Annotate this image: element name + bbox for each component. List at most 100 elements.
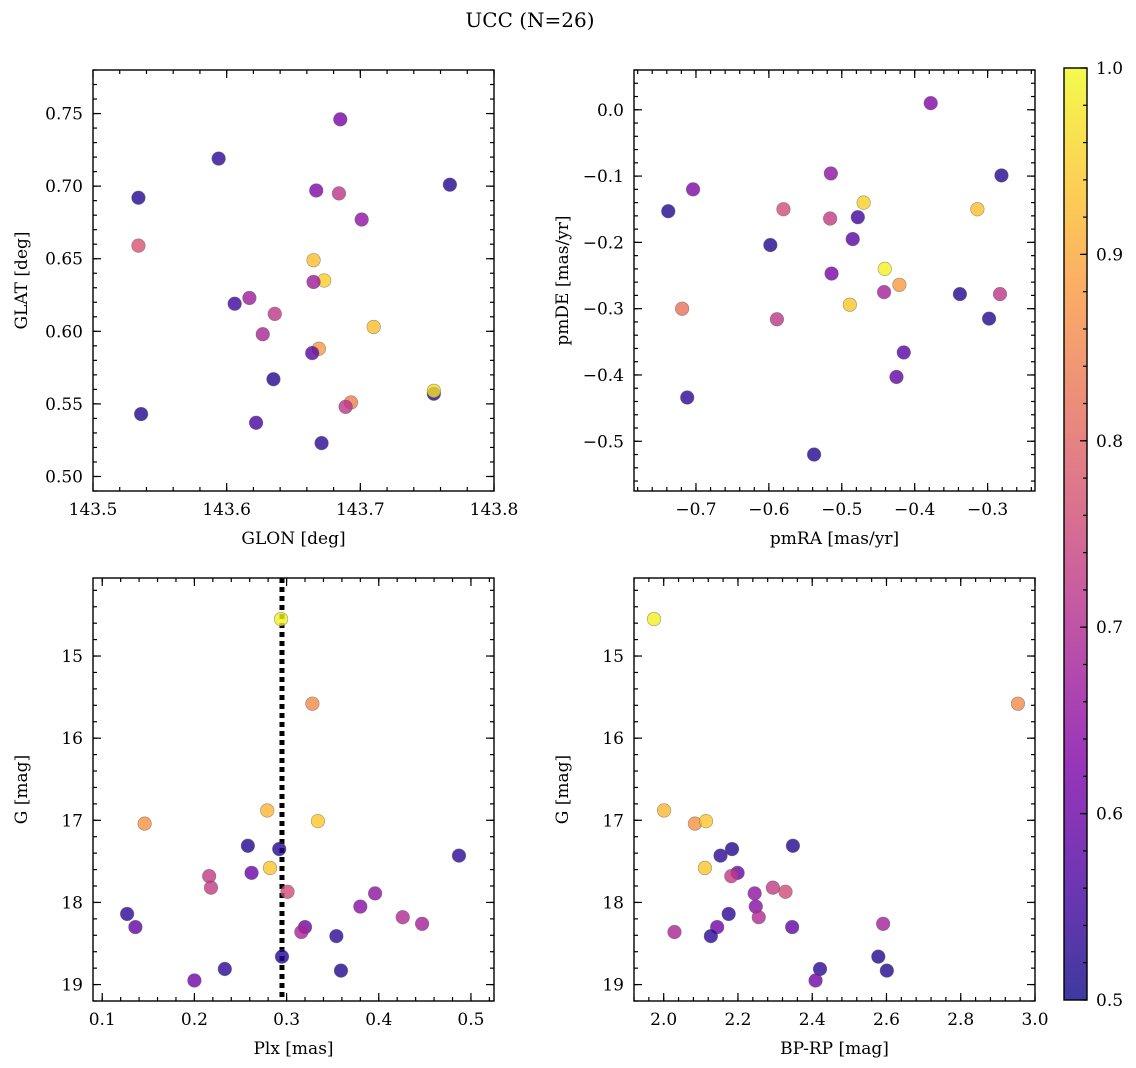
x-tick-label: 0.2: [181, 1010, 208, 1030]
data-point: [354, 212, 369, 227]
data-point: [262, 860, 278, 876]
y-tick-label: 15: [602, 647, 624, 667]
data-point: [751, 910, 766, 925]
y-tick-label: 0.50: [45, 467, 83, 487]
data-point: [776, 202, 791, 217]
colorbar-tick-label: 0.7: [1096, 618, 1123, 638]
data-point: [680, 390, 695, 405]
data-point: [806, 447, 822, 462]
data-point: [242, 290, 257, 306]
x-tick-label: −0.5: [821, 500, 862, 520]
data-point: [724, 869, 739, 884]
y-tick-label: 18: [602, 893, 624, 913]
data-point: [280, 884, 295, 899]
data-point: [697, 860, 713, 876]
data-point: [187, 973, 202, 988]
y-tick-label: −0.2: [583, 233, 624, 253]
data-point: [451, 848, 467, 863]
data-point: [661, 204, 676, 219]
x-tick-label: 0.1: [89, 1010, 116, 1030]
data-point: [131, 238, 146, 253]
plot-frame: [633, 577, 1036, 1002]
data-point: [845, 231, 860, 247]
data-point: [992, 286, 1008, 302]
data-point: [876, 285, 892, 300]
data-point: [923, 96, 938, 111]
data-point: [724, 841, 740, 857]
colorbar-tick-label: 0.8: [1096, 432, 1123, 452]
panel-pm: −0.7 −0.6 −0.5 −0.4 −0.3 −0.5 −0.4 −0.3 −0.2 −0.1…: [553, 69, 1036, 549]
x-tick-label: 2.2: [724, 1010, 751, 1030]
data-point: [879, 963, 894, 978]
y-tick-label: −0.4: [583, 366, 624, 386]
data-point: [244, 865, 259, 880]
x-tick-label: −0.3: [967, 500, 1008, 520]
y-axis-label: pmDE [mas/yr]: [553, 215, 573, 345]
y-tick-label: 0.65: [45, 250, 83, 270]
data-point: [309, 183, 324, 198]
x-tick-label: 2.0: [650, 1010, 677, 1030]
data-point: [331, 186, 347, 201]
data-point: [981, 311, 997, 326]
y-tick-label: 18: [61, 893, 83, 913]
data-point: [721, 906, 736, 922]
data-point: [747, 886, 762, 901]
data-point: [310, 814, 326, 829]
x-tick-label: 0.3: [273, 1010, 300, 1030]
y-tick-label: −0.5: [583, 432, 624, 452]
colorbar-tick-label: 0.5: [1096, 991, 1123, 1011]
colorbar-gradient: [1063, 67, 1088, 1001]
data-point: [306, 253, 321, 268]
data-point: [266, 372, 281, 387]
y-tick-label: 0.0: [597, 101, 624, 121]
y-tick-label: 17: [602, 811, 624, 831]
data-point: [203, 880, 219, 895]
plot-frame: [92, 577, 495, 1002]
x-tick-label: 2.6: [873, 1010, 900, 1030]
y-tick-label: −0.3: [583, 300, 624, 320]
x-tick-label: −0.4: [894, 500, 935, 520]
data-point: [765, 880, 780, 895]
x-axis-label: BP-RP [mag]: [780, 1039, 889, 1059]
data-point: [211, 151, 226, 166]
data-point: [314, 435, 329, 451]
panel-cmd: 2.0 2.2 2.4 2.6 2.8 3.0 15 16 17 18 19 BP-RP [mag] G…: [553, 577, 1049, 1059]
x-tick-label: 143.6: [202, 500, 251, 520]
data-point: [338, 399, 353, 414]
x-tick-label: −0.7: [675, 500, 716, 520]
colorbar-tick-label: 0.9: [1096, 245, 1123, 265]
y-tick-label: 15: [61, 647, 83, 667]
data-point: [713, 848, 728, 863]
y-axis-label: G [mag]: [553, 755, 573, 824]
data-point: [267, 306, 282, 321]
y-tick-label: 19: [602, 976, 624, 996]
y-tick-label: 0.55: [45, 395, 83, 415]
data-point: [134, 406, 149, 422]
data-point: [353, 899, 368, 914]
data-point: [675, 301, 690, 316]
data-point: [856, 195, 871, 210]
data-point: [367, 886, 383, 901]
colorbar-tick-label: 0.6: [1096, 805, 1123, 825]
data-point: [994, 168, 1009, 183]
data-point: [970, 202, 985, 217]
x-tick-label: 0.4: [365, 1010, 392, 1030]
data-point: [131, 190, 146, 205]
data-point: [305, 696, 320, 711]
data-point: [763, 237, 778, 253]
data-point: [395, 910, 410, 925]
data-point: [128, 919, 143, 935]
y-tick-label: 0.75: [45, 105, 83, 125]
data-point: [329, 929, 344, 944]
x-tick-label: 2.4: [799, 1010, 826, 1030]
data-point: [889, 369, 904, 385]
data-point: [217, 961, 232, 977]
data-point: [952, 286, 968, 302]
data-point: [137, 816, 152, 831]
y-tick-label: 16: [602, 729, 624, 749]
data-point: [366, 319, 381, 335]
data-point: [808, 973, 823, 988]
data-point: [294, 924, 309, 940]
data-point: [769, 312, 785, 327]
data-point: [255, 327, 270, 342]
